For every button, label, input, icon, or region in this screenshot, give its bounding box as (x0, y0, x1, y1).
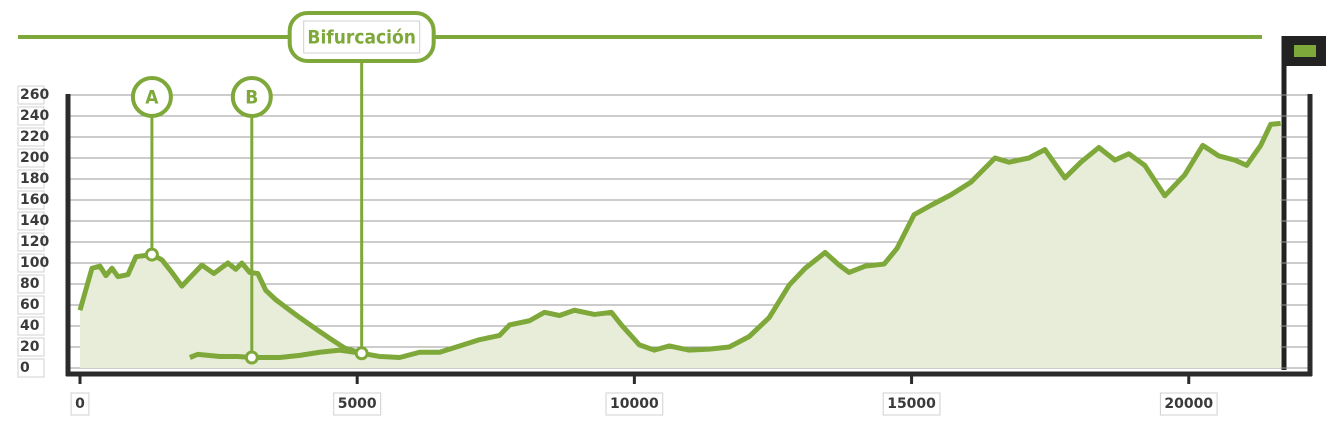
x-tick-box (882, 392, 941, 416)
annotation-point (244, 350, 259, 365)
x-tick-label: 5000 (338, 396, 377, 412)
x-tick-box (605, 392, 664, 416)
annotation-label: B (245, 87, 258, 109)
y-tick-box (17, 190, 45, 210)
y-tick-label: 260 (20, 87, 49, 103)
y-tick-label: 100 (20, 255, 49, 271)
x-tick-box (70, 392, 90, 416)
y-tick-box (17, 148, 45, 168)
x-tick-label: 0 (75, 396, 85, 412)
x-tick-label: 20000 (1164, 396, 1213, 412)
y-tick-box (17, 274, 45, 294)
y-tick-label: 200 (20, 150, 49, 166)
annotation-badge (130, 76, 173, 118)
y-tick-box (17, 337, 45, 357)
y-tick-label: 0 (20, 360, 30, 376)
y-tick-label: 240 (20, 108, 49, 124)
y-tick-box (17, 211, 45, 231)
y-tick-box (17, 295, 45, 315)
y-tick-label: 80 (20, 276, 40, 292)
elevation-line (77, 120, 1281, 360)
area-fill (80, 123, 1281, 368)
annotation-point (144, 247, 159, 262)
y-tick-label: 140 (20, 213, 49, 229)
y-tick-label: 60 (20, 297, 40, 313)
y-tick-label: 20 (20, 339, 40, 355)
flag-mark (1294, 45, 1316, 57)
elevation-line (188, 347, 363, 360)
y-tick-label: 120 (20, 234, 49, 250)
y-tick-box (17, 106, 45, 126)
y-tick-label: 160 (20, 192, 49, 208)
y-tick-box (17, 127, 45, 147)
annotation-badge (230, 76, 273, 118)
x-tick-box (333, 392, 382, 416)
y-tick-box (17, 85, 45, 105)
y-tick-box (17, 169, 45, 189)
y-tick-box (17, 316, 45, 336)
y-tick-label: 220 (20, 129, 49, 145)
annotation-point (354, 346, 369, 361)
x-tick-label: 15000 (887, 396, 936, 412)
annotation-inner (303, 20, 421, 54)
plot-area (70, 94, 1308, 369)
y-tick-box (17, 253, 45, 273)
annotation-label: Bifurcación (307, 27, 415, 49)
y-tick-label: 180 (20, 171, 49, 187)
x-tick-label: 10000 (610, 396, 659, 412)
x-tick-box (1159, 392, 1218, 416)
y-tick-box (17, 232, 45, 252)
annotation-label: A (145, 87, 159, 109)
y-tick-label: 40 (20, 318, 40, 334)
y-tick-box (17, 358, 45, 378)
